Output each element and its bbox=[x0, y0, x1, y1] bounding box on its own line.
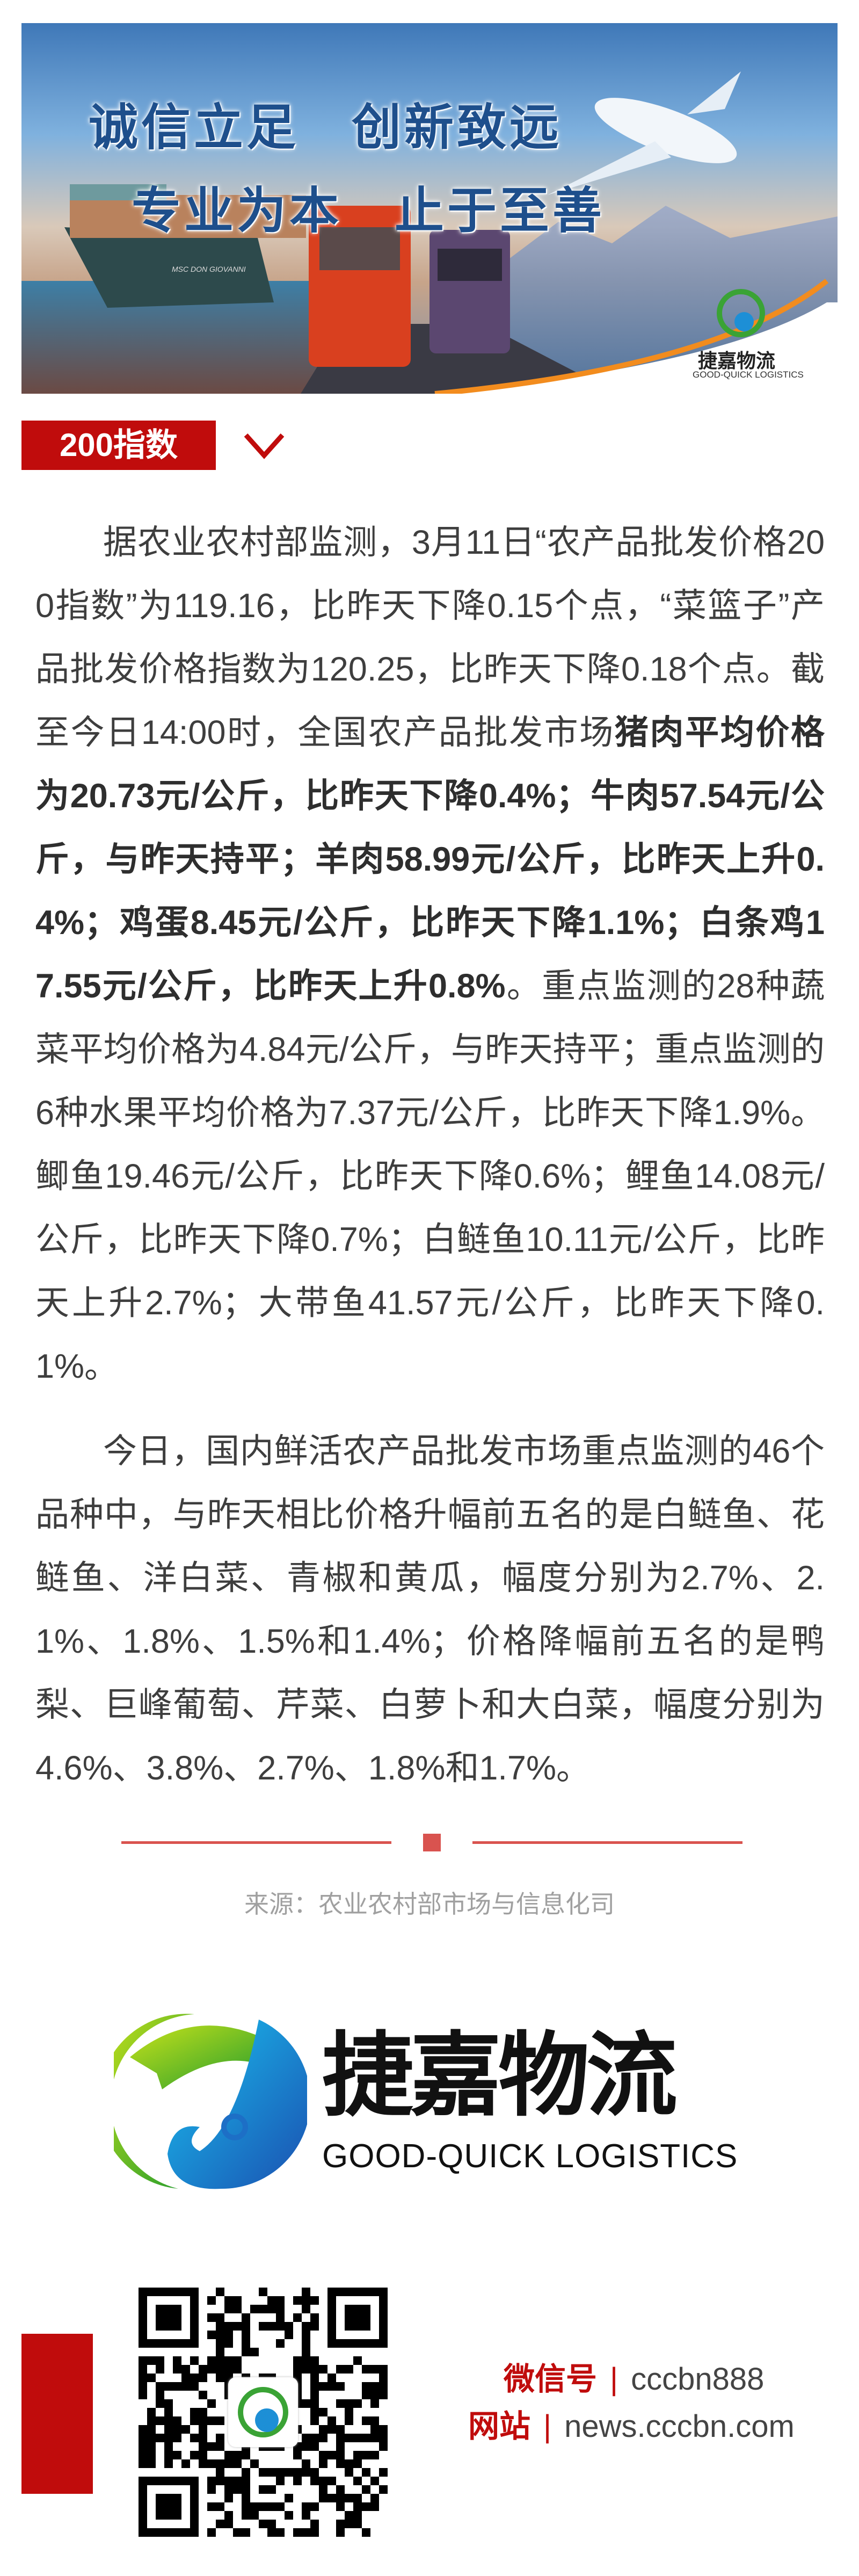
divider-square bbox=[423, 1834, 441, 1851]
source-credit: 来源：农业农村部市场与信息化司 bbox=[244, 1890, 615, 1918]
banner-logo-icon bbox=[717, 289, 765, 337]
logo-icon bbox=[238, 2387, 288, 2437]
red-truck bbox=[309, 206, 411, 367]
qr-center-logo bbox=[228, 2377, 298, 2447]
section-tag: 200指数 bbox=[21, 421, 216, 470]
wechat-label: 微信号 bbox=[504, 2362, 598, 2397]
divider-right bbox=[472, 1841, 742, 1844]
wechat-id-row: 微信号 | cccbn888 bbox=[504, 2358, 764, 2401]
website-label: 网站 bbox=[468, 2409, 531, 2444]
article-paragraph-2: 今日，国内鲜活农产品批发市场重点监测的46个品种中，与昨天相比价格升幅前五名的是… bbox=[35, 1432, 825, 1787]
ship-name: MSC DON GIOVANNI bbox=[172, 265, 246, 273]
divider-left bbox=[121, 1841, 391, 1844]
separator: | bbox=[543, 2409, 552, 2444]
wechat-qr-code bbox=[139, 2288, 388, 2537]
article-paragraph-1: 据农业农村部监测，3月11日“农产品批发价格200指数”为119.16，比昨天下… bbox=[35, 511, 825, 1398]
company-logo-cn: 捷嘉物流 bbox=[322, 2025, 678, 2127]
company-logo-icon bbox=[114, 2014, 307, 2189]
paragraph-text: 据农业农村部监测，3月11日“农产品批发价格200指数”为119.16，比昨天下… bbox=[35, 524, 825, 751]
paragraph-bold-text: 猪肉平均价格为20.73元/公斤，比昨天下降0.4%；牛肉57.54元/公斤，与… bbox=[35, 714, 825, 1005]
paragraph-text: 。重点监测的28种蔬菜平均价格为4.84元/公斤，与昨天持平；重点监测的6种水果… bbox=[35, 967, 825, 1385]
chevron-down-icon bbox=[244, 433, 285, 459]
wechat-id: cccbn888 bbox=[631, 2362, 765, 2397]
red-accent-bar bbox=[21, 2334, 93, 2494]
website-link[interactable]: news.cccbn.com bbox=[564, 2409, 795, 2444]
cargo-ship bbox=[64, 184, 306, 308]
website-row: 网站 | news.cccbn.com bbox=[468, 2405, 795, 2448]
purple-truck bbox=[430, 230, 510, 353]
banner-logo-en: GOOD-QUICK LOGISTICS bbox=[693, 370, 804, 380]
airplane bbox=[548, 71, 741, 195]
company-logo-en: GOOD-QUICK LOGISTICS bbox=[322, 2138, 738, 2175]
banner-logo-cn: 捷嘉物流 bbox=[698, 350, 776, 372]
separator: | bbox=[610, 2362, 618, 2397]
banner-white-curve bbox=[435, 302, 838, 394]
banner-scene bbox=[21, 71, 838, 394]
banner-slogan-line1: 诚信立足 创新致远 bbox=[89, 98, 563, 156]
header-banner-image: 诚信立足 创新致远 专业为本 止于至善 MSC DON GIOVANNI 捷嘉物… bbox=[21, 23, 838, 394]
banner-slogan-line2: 专业为本 止于至善 bbox=[132, 182, 606, 240]
